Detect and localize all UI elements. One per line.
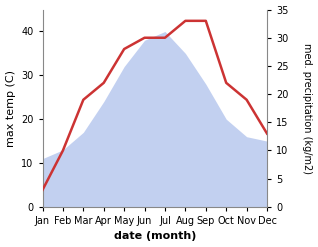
Y-axis label: max temp (C): max temp (C) — [5, 70, 16, 147]
X-axis label: date (month): date (month) — [114, 231, 196, 242]
Y-axis label: med. precipitation (kg/m2): med. precipitation (kg/m2) — [302, 43, 313, 174]
